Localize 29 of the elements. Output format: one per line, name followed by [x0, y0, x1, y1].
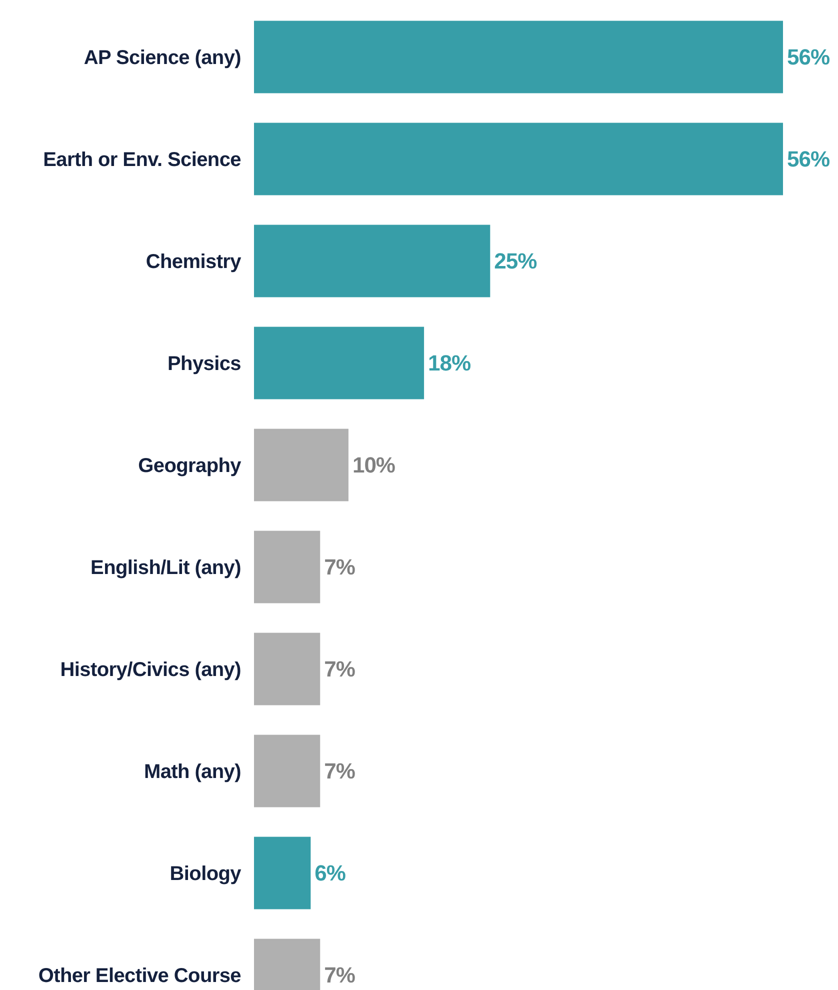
y-tick-label: Earth or Env. Science	[43, 149, 242, 171]
y-tick-label: Chemistry	[146, 251, 242, 273]
bar	[254, 530, 320, 604]
bar	[254, 428, 348, 502]
bar	[254, 632, 320, 706]
bar	[254, 836, 311, 910]
y-tick-label: English/Lit (any)	[90, 557, 241, 579]
data-label: 10%	[352, 452, 396, 478]
data-label: 56%	[787, 44, 830, 70]
data-label: 7%	[324, 656, 355, 682]
data-label: 25%	[494, 248, 537, 274]
data-label: 18%	[428, 350, 471, 376]
data-label: 6%	[314, 860, 346, 886]
y-tick-label: Physics	[167, 353, 242, 375]
y-tick-label: AP Science (any)	[84, 47, 241, 69]
bar	[254, 224, 490, 298]
y-tick-label: Geography	[138, 455, 242, 477]
bar	[254, 20, 783, 94]
bar	[254, 326, 424, 400]
y-tick-label: Other Elective Course	[38, 965, 242, 987]
data-label: 56%	[787, 146, 830, 172]
data-label: 7%	[324, 962, 355, 988]
bar	[254, 734, 320, 808]
y-tick-label: Math (any)	[144, 761, 241, 783]
data-label: 7%	[324, 554, 355, 580]
y-tick-label: History/Civics (any)	[60, 659, 241, 681]
bar	[254, 122, 783, 196]
y-tick-label: Biology	[170, 863, 242, 885]
data-label: 7%	[324, 758, 355, 784]
